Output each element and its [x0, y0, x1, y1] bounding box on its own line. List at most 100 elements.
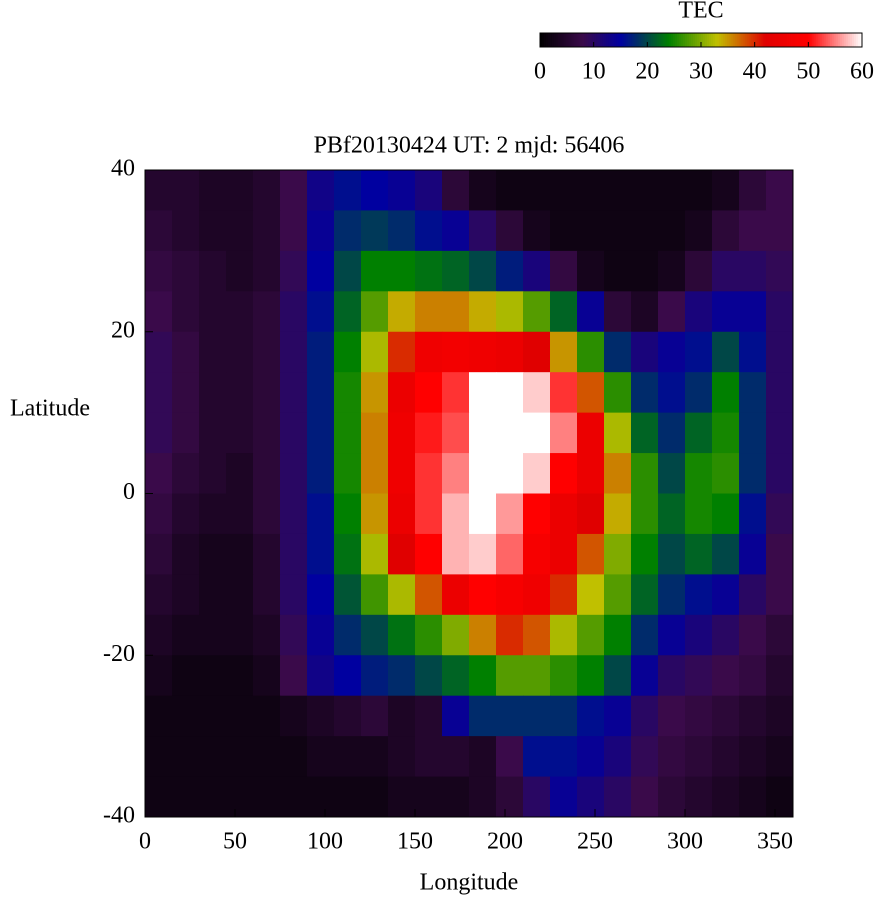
heat-cell [199, 372, 227, 414]
heat-cell [172, 614, 200, 656]
heat-cell [334, 695, 362, 737]
heat-cell [550, 453, 578, 494]
heat-cell [550, 736, 578, 778]
colorbar-swatch [624, 33, 627, 47]
heat-cell [361, 776, 389, 818]
heat-cell [469, 412, 497, 454]
heat-cell [739, 250, 767, 292]
heat-cell [631, 250, 659, 292]
colorbar-swatch [803, 33, 807, 47]
heat-cell [199, 493, 227, 535]
heat-cell [307, 210, 335, 252]
heat-cell [334, 614, 362, 656]
colorbar-swatch [648, 33, 652, 47]
heat-cell [442, 331, 470, 373]
heat-cell [604, 412, 632, 454]
heat-cell [199, 453, 227, 494]
heat-cell [307, 736, 335, 778]
heat-cell [604, 250, 632, 292]
heat-cell [577, 493, 605, 535]
heat-cell [766, 170, 794, 211]
colorbar-swatch [809, 33, 813, 47]
y-tick-label: -40 [103, 803, 135, 829]
heat-cell [577, 210, 605, 252]
colorbar-tick-label: 0 [534, 59, 546, 85]
heat-cell [604, 372, 632, 414]
heat-cell [631, 493, 659, 535]
heat-cell [226, 776, 254, 818]
x-tick-label: 50 [223, 829, 247, 855]
heat-cell [280, 331, 308, 373]
y-tick-label: 20 [111, 317, 135, 343]
heat-cell [199, 614, 227, 656]
heat-cell [685, 655, 713, 697]
colorbar-swatch [841, 33, 845, 47]
colorbar-swatch [640, 33, 644, 47]
colorbar-swatch [825, 33, 829, 47]
colorbar-swatch [602, 33, 605, 47]
heat-cell [658, 655, 686, 697]
heat-cell [415, 291, 443, 333]
heat-cell [550, 533, 578, 575]
heat-cell [415, 412, 443, 454]
heat-cell [280, 533, 308, 575]
heat-cell [712, 695, 740, 737]
heat-cell [685, 250, 713, 292]
heat-cell [415, 453, 443, 494]
heat-cell [469, 533, 497, 575]
heat-cell [523, 533, 551, 575]
heat-cell [172, 574, 200, 616]
colorbar-swatch [791, 33, 794, 47]
heat-cell [469, 493, 497, 535]
heat-cell [145, 695, 173, 737]
heat-cell [766, 291, 794, 333]
colorbar-swatch [682, 33, 686, 47]
colorbar-swatch [652, 33, 656, 47]
colorbar-swatch [608, 33, 611, 47]
heat-cell [172, 736, 200, 778]
heat-cell [523, 250, 551, 292]
colorbar-swatch [546, 33, 549, 47]
heat-cell [766, 655, 794, 697]
heat-cell [172, 776, 200, 818]
heat-cell [658, 453, 686, 494]
heat-cell [334, 170, 362, 211]
heat-cell [739, 736, 767, 778]
heat-cell [766, 493, 794, 535]
heat-cell [172, 493, 200, 535]
heat-cell [766, 331, 794, 373]
heat-cell [145, 372, 173, 414]
heat-cell [631, 291, 659, 333]
heat-cell [361, 533, 389, 575]
colorbar-swatch [857, 33, 861, 47]
colorbar-swatch [807, 33, 811, 47]
heat-cell [172, 533, 200, 575]
heat-cell [361, 250, 389, 292]
heat-cell [307, 170, 335, 211]
colorbar-swatch [564, 33, 567, 47]
colorbar-swatch [580, 33, 583, 47]
heat-cell [361, 655, 389, 697]
heat-cell [172, 695, 200, 737]
colorbar-swatch [676, 33, 680, 47]
heat-cell [388, 695, 416, 737]
colorbar-swatch [542, 33, 545, 47]
heat-cell [766, 210, 794, 252]
colorbar-label: TEC [678, 0, 723, 24]
heat-cell [766, 412, 794, 454]
colorbar-swatch [586, 33, 589, 47]
heat-cell [361, 372, 389, 414]
heat-cell [658, 291, 686, 333]
heat-cell [145, 170, 173, 211]
heat-cell [415, 210, 443, 252]
heat-cell [766, 695, 794, 737]
heat-cell [469, 170, 497, 211]
heat-cell [685, 170, 713, 211]
heat-cell [307, 291, 335, 333]
heat-cell [199, 736, 227, 778]
heat-cell [145, 655, 173, 697]
heat-cell [550, 250, 578, 292]
heat-cell [523, 210, 551, 252]
heat-cell [712, 210, 740, 252]
heat-cell [685, 695, 713, 737]
